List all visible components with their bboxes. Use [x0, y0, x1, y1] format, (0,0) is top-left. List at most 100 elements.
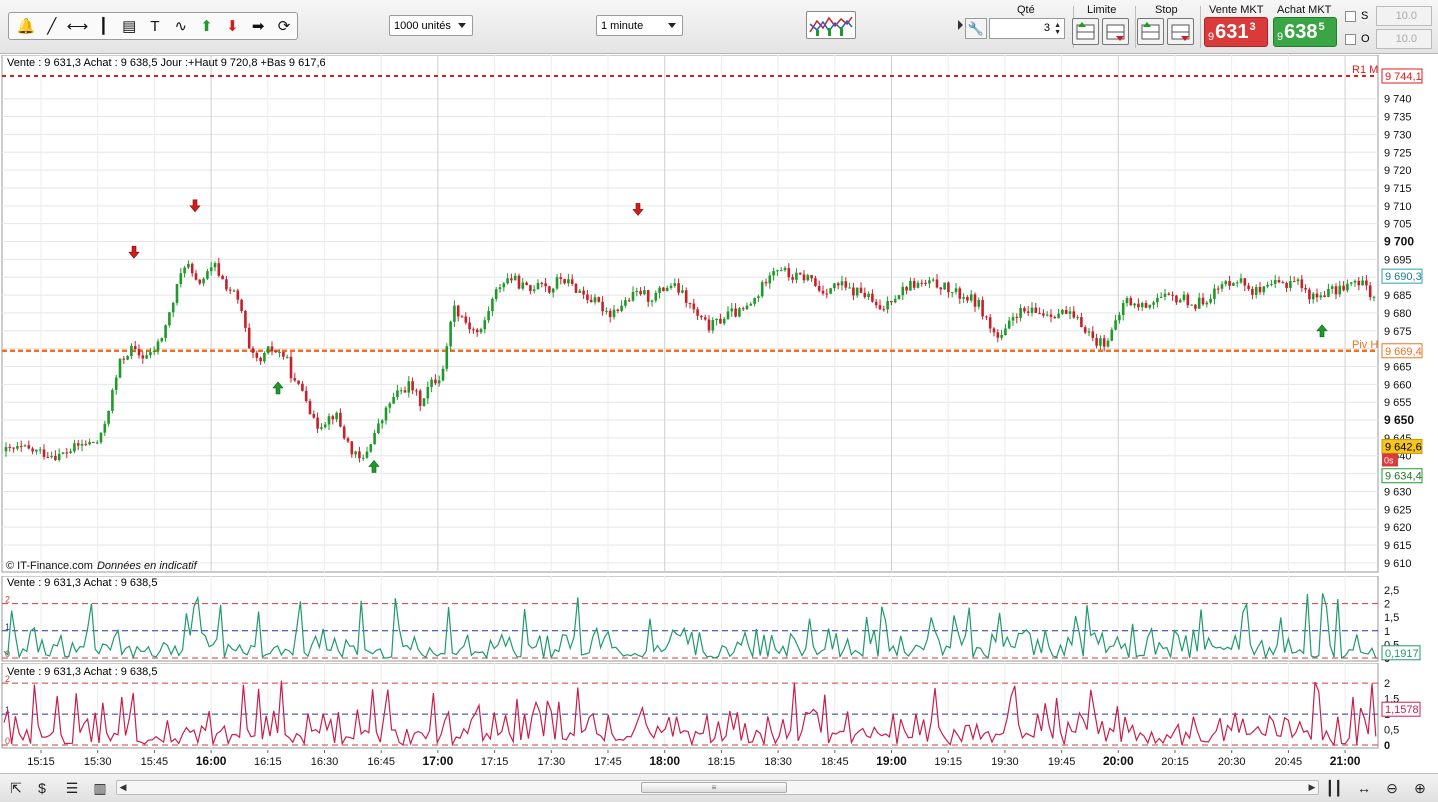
indicators-button[interactable]	[806, 11, 856, 39]
s-value-input[interactable]: 10.0	[1376, 6, 1432, 26]
fibonacci-icon[interactable]: ▤	[122, 18, 137, 35]
units-select[interactable]: 1000 unités	[389, 15, 473, 36]
stop-buy-button[interactable]	[1137, 18, 1164, 45]
period-select[interactable]: 1 minute	[596, 15, 683, 36]
candle-body	[247, 327, 251, 349]
candle-body	[1159, 296, 1163, 298]
buy-market-button[interactable]: 9 638 5	[1273, 17, 1337, 47]
scroll-right-icon[interactable]: ▶	[1308, 782, 1316, 792]
svg-text:9 690,3: 9 690,3	[1385, 271, 1422, 283]
time-tick-label: 16:45	[367, 756, 395, 768]
candle-body	[513, 275, 517, 281]
text-tool-icon[interactable]: T	[150, 17, 160, 35]
o-value-input[interactable]: 10.0	[1376, 29, 1432, 49]
indicator-panel-1[interactable]: 2,521,510,502100,1917	[0, 576, 1438, 662]
cursor-icon[interactable]: ⇱	[10, 780, 22, 796]
candle-body	[958, 288, 962, 299]
candles-icon[interactable]: ▥	[93, 780, 107, 796]
zoom-reset-icon[interactable]: ↔	[1357, 780, 1371, 796]
time-scrollbar[interactable]: ◀ ≡ ▶	[116, 780, 1319, 795]
wrench-icon: 🔧	[967, 21, 985, 36]
candle-body	[878, 305, 882, 310]
candle-body	[643, 290, 646, 295]
candle-body	[1209, 298, 1212, 303]
sell-signal-arrow	[632, 203, 644, 216]
candle-body	[787, 267, 791, 278]
candle-body	[498, 287, 502, 290]
candle-body	[844, 281, 848, 288]
candle-body	[1121, 303, 1125, 315]
candle-body	[567, 279, 570, 284]
zoom-out-icon[interactable]: ⊖	[1386, 780, 1398, 796]
candle-body	[985, 316, 988, 318]
candle-body	[175, 283, 179, 303]
candle-body	[61, 452, 65, 454]
dollar-icon[interactable]: $	[38, 780, 46, 796]
candle-body	[23, 445, 27, 447]
sell-market-button[interactable]: 9 631 3	[1204, 17, 1268, 47]
alarm-bell-icon[interactable]: 🔔	[16, 18, 36, 35]
zoom-in-icon[interactable]: ⊕	[1414, 780, 1426, 796]
candle-body	[263, 353, 266, 362]
trend-line-icon[interactable]: ╱	[47, 18, 57, 35]
candle-body	[1220, 284, 1224, 289]
horizontal-line-icon[interactable]: ⟷	[66, 18, 89, 35]
y-tick-label: 9 655	[1384, 397, 1412, 409]
candle-body	[700, 315, 703, 318]
o-checkbox[interactable]	[1345, 34, 1356, 45]
candle-body	[464, 316, 468, 323]
candle-body	[103, 423, 107, 433]
candle-body	[909, 280, 912, 291]
candle-body	[46, 456, 50, 458]
list-icon[interactable]: ☰	[65, 780, 79, 796]
time-axis: 15:15 15:30 15:45 16:00 16:15 16:30 16:45 17:00…	[27, 750, 1361, 768]
candle-body	[217, 263, 221, 276]
candle-body	[1156, 297, 1159, 303]
candle-body	[969, 294, 973, 301]
indicator-wave-icon[interactable]: ∿	[174, 18, 188, 35]
candle-body	[871, 293, 874, 302]
candle-body	[1201, 297, 1205, 305]
limit-sell-button[interactable]	[1102, 18, 1129, 45]
qty-stepper-icon[interactable]: ▲ ▼	[1054, 22, 1061, 36]
cycle-icon[interactable]: ⟳	[277, 18, 291, 35]
candle-body	[1323, 295, 1326, 297]
indicators-icon	[809, 16, 853, 36]
buy-arrow-icon[interactable]: ⬆	[200, 18, 213, 35]
candle-body	[1026, 311, 1030, 313]
sell-arrow-icon[interactable]: ⬇	[226, 18, 239, 35]
candle-body	[529, 285, 532, 292]
candle-settings-icon[interactable]: ┃┃	[1325, 780, 1343, 796]
stop-sell-button[interactable]	[1167, 18, 1194, 45]
candle-body	[802, 274, 806, 281]
candle-body	[848, 287, 851, 289]
wrench-button[interactable]: 🔧	[965, 18, 987, 39]
candle-body	[624, 300, 627, 306]
vertical-line-icon[interactable]: ┃	[98, 18, 108, 35]
candle-body	[1144, 303, 1148, 308]
candle-body	[187, 263, 190, 268]
candle-body	[1152, 302, 1155, 305]
qty-input[interactable]: 3 ▲ ▼	[989, 18, 1065, 39]
candle-body	[1083, 327, 1087, 333]
candle-body	[1095, 338, 1098, 346]
scroll-thumb[interactable]: ≡	[641, 782, 787, 793]
candle-body	[665, 287, 669, 292]
candle-body	[1118, 314, 1121, 321]
candle-body	[1171, 294, 1174, 296]
price-chart[interactable]: 9 740 9 735 9 730 9 725 9 720 9 715 9 710 9 705…	[0, 55, 1438, 575]
time-tick-label: 16:15	[254, 756, 282, 768]
limit-buy-button[interactable]	[1072, 18, 1099, 45]
candle-body	[407, 381, 411, 393]
candle-body	[1163, 293, 1167, 297]
right-arrow-icon[interactable]: ➡	[251, 18, 265, 35]
expand-panel-icon[interactable]	[958, 20, 963, 30]
scroll-left-icon[interactable]: ◀	[119, 782, 127, 792]
s-checkbox[interactable]	[1345, 11, 1356, 22]
candle-body	[1178, 299, 1182, 303]
candle-body	[8, 446, 12, 448]
indicator-tick-label: 1,5	[1384, 612, 1399, 624]
candle-body	[1091, 331, 1095, 339]
candle-body	[764, 282, 768, 284]
